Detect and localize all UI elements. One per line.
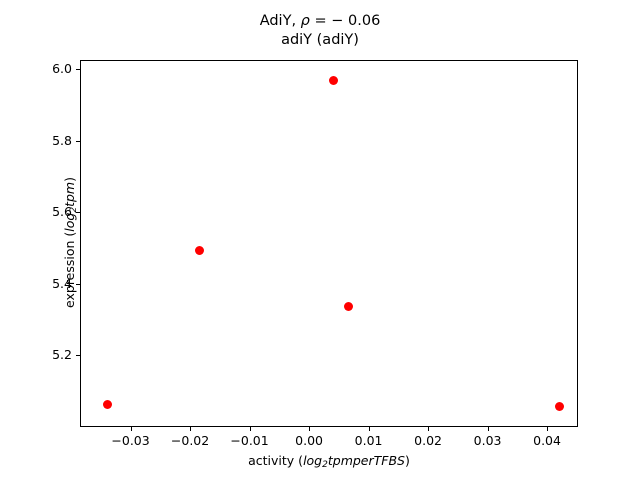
x-tick-label: 0.02	[414, 433, 442, 448]
x-tick-mark	[547, 427, 549, 431]
x-tick-label: 0.01	[354, 433, 383, 448]
x-tick-mark	[309, 427, 311, 431]
x-tick-label: −0.03	[111, 433, 150, 448]
y-tick-label: 5.4	[52, 275, 72, 291]
y-tick-mark	[76, 355, 80, 357]
ylabel-plain: expression (	[62, 231, 78, 308]
y-tick-mark	[76, 283, 80, 285]
x-tick-mark	[428, 427, 430, 431]
title-prefix: AdiY,	[259, 13, 301, 29]
x-tick-mark	[190, 427, 192, 431]
y-tick-label: 5.6	[52, 204, 72, 220]
ylabel-subscript: 2	[68, 206, 79, 213]
plot-data-area	[81, 61, 577, 426]
x-tick-label: −0.02	[170, 433, 210, 448]
x-tick-mark	[368, 427, 370, 431]
x-tick-label: 0.03	[473, 433, 502, 448]
ylabel-close-paren: )	[62, 177, 78, 182]
y-tick-label: 6.0	[52, 61, 72, 77]
ylabel-italic-unit: tpm	[62, 181, 78, 207]
y-tick-mark	[76, 140, 80, 142]
xlabel-plain: activity (	[248, 453, 304, 468]
xlabel-italic-unit: tpmperTFBS	[327, 453, 405, 468]
chart-subtitle: adiY (adiY)	[281, 32, 359, 48]
title-rho-symbol: ρ	[300, 13, 310, 29]
y-tick-label: 5.2	[52, 347, 72, 363]
x-tick-label: −0.01	[230, 433, 269, 448]
y-axis-label: expression (log2tpm)	[62, 59, 79, 426]
title-suffix: = − 0.06	[309, 13, 381, 29]
x-tick-label: 0.04	[533, 433, 561, 448]
xlabel-close-paren: )	[404, 453, 410, 468]
xlabel-subscript: 2	[322, 459, 328, 470]
ylabel-italic-log: log	[62, 212, 78, 232]
x-axis-label: activity (log2tpmperTFBS)	[80, 453, 578, 470]
y-tick-mark	[76, 212, 80, 214]
y-tick-mark	[76, 69, 80, 71]
data-point	[344, 301, 354, 311]
data-point	[329, 76, 339, 86]
data-point	[103, 400, 113, 410]
x-tick-label: 0.00	[295, 433, 323, 448]
page-title: AdiY, ρ = − 0.06	[0, 12, 640, 31]
xlabel-italic-log: log	[303, 453, 323, 468]
plot-axes-frame	[80, 60, 578, 427]
data-point	[195, 246, 205, 256]
x-tick-mark	[130, 427, 132, 431]
y-tick-label: 5.8	[52, 132, 72, 148]
x-tick-mark	[249, 427, 251, 431]
x-tick-mark	[487, 427, 489, 431]
chart-title-block: AdiY, ρ = − 0.06 adiY (adiY)	[0, 12, 640, 50]
data-point	[555, 402, 565, 412]
